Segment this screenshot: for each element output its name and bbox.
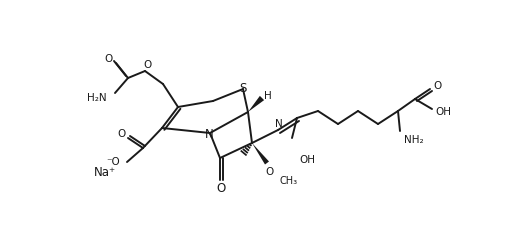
- Text: S: S: [239, 82, 247, 94]
- Text: O: O: [105, 54, 113, 64]
- Text: N: N: [275, 119, 283, 129]
- Text: OH: OH: [299, 155, 315, 165]
- Polygon shape: [252, 143, 269, 164]
- Text: CH₃: CH₃: [279, 176, 297, 186]
- Text: H: H: [264, 91, 272, 101]
- Text: O: O: [433, 81, 441, 91]
- Text: ⁻O: ⁻O: [106, 157, 120, 167]
- Text: O: O: [143, 60, 151, 70]
- Text: O: O: [118, 129, 126, 139]
- Text: NH₂: NH₂: [404, 135, 424, 145]
- Polygon shape: [248, 96, 264, 112]
- Text: O: O: [216, 182, 226, 195]
- Text: Na⁺: Na⁺: [94, 165, 116, 179]
- Text: N: N: [204, 128, 213, 140]
- Text: OH: OH: [435, 107, 451, 117]
- Text: H₂N: H₂N: [87, 93, 107, 103]
- Text: O: O: [266, 167, 274, 177]
